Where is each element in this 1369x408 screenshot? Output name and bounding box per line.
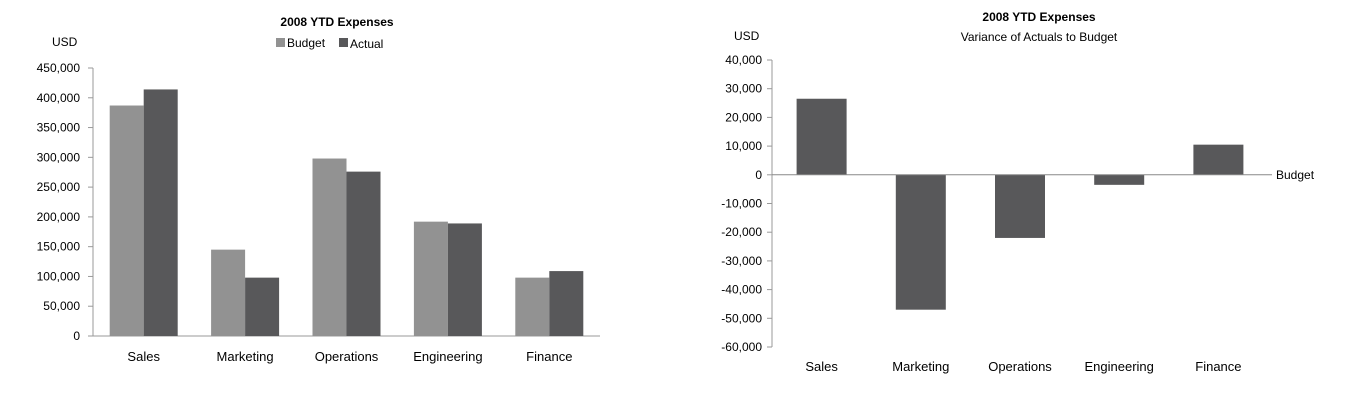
x-category-label: Engineering: [413, 349, 482, 364]
x-category-label: Sales: [805, 359, 838, 374]
bar-actual-operations: [346, 171, 381, 336]
y-tick-label: 30,000: [725, 82, 762, 96]
bar-variance-finance: [1193, 144, 1244, 175]
y-tick-label: 0: [755, 168, 762, 182]
bar-actual-engineering: [447, 223, 482, 336]
bar-budget-sales: [109, 105, 144, 337]
chart-title: 2008 YTD Expenses: [280, 15, 394, 29]
chart-title: 2008 YTD Expenses: [982, 10, 1096, 24]
x-category-label: Sales: [127, 349, 160, 364]
x-category-label: Marketing: [217, 349, 274, 364]
bar-budget-finance: [515, 277, 550, 336]
variance-chart: 2008 YTD Expenses Variance of Actuals to…: [721, 10, 1315, 374]
bar-actual-marketing: [245, 277, 280, 336]
bar-budget-engineering: [413, 221, 448, 336]
x-category-label: Marketing: [892, 359, 949, 374]
y-tick-label: -10,000: [721, 197, 762, 211]
baseline-label: Budget: [1276, 168, 1315, 182]
y-tick-label: 50,000: [43, 299, 80, 313]
bar-budget-operations: [312, 158, 347, 336]
bar-actual-finance: [549, 271, 584, 336]
y-tick-label: 200,000: [37, 210, 81, 224]
x-category-label: Operations: [315, 349, 379, 364]
y-axis-unit-label: USD: [52, 35, 78, 49]
x-category-label: Operations: [988, 359, 1052, 374]
y-tick-label: -40,000: [721, 283, 762, 297]
y-tick-label: 100,000: [37, 269, 81, 283]
y-tick-label: 0: [73, 329, 80, 343]
bar-variance-operations: [995, 174, 1045, 238]
y-tick-label: 450,000: [37, 61, 81, 75]
x-category-label: Engineering: [1085, 359, 1154, 374]
legend: Budget Actual: [276, 36, 383, 51]
bar-actual-sales: [143, 89, 178, 336]
budget-vs-actual-chart: 2008 YTD Expenses USD Budget Actual 0 50,…: [37, 15, 600, 364]
bar-budget-marketing: [211, 249, 246, 336]
y-tick-label: 20,000: [725, 110, 762, 124]
x-category-label: Finance: [526, 349, 572, 364]
y-tick-label: -50,000: [721, 311, 762, 325]
y-axis-unit-label: USD: [734, 29, 760, 43]
legend-label-actual: Actual: [350, 37, 383, 51]
legend-swatch-actual: [339, 38, 348, 47]
y-tick-label: 150,000: [37, 240, 81, 254]
chart-subtitle: Variance of Actuals to Budget: [961, 30, 1118, 44]
y-tick-label: 300,000: [37, 150, 81, 164]
bar-variance-engineering: [1094, 174, 1145, 185]
y-tick-label: -60,000: [721, 340, 762, 354]
y-tick-label: 350,000: [37, 121, 81, 135]
y-tick-label: 400,000: [37, 91, 81, 105]
y-tick-label: -20,000: [721, 225, 762, 239]
y-tick-label: -30,000: [721, 254, 762, 268]
bar-variance-sales: [796, 98, 847, 175]
legend-swatch-budget: [276, 38, 285, 47]
bar-variance-marketing: [895, 174, 946, 310]
legend-label-budget: Budget: [287, 36, 326, 50]
x-category-label: Finance: [1195, 359, 1241, 374]
y-tick-label: 10,000: [725, 139, 762, 153]
y-tick-label: 250,000: [37, 180, 81, 194]
y-tick-label: 40,000: [725, 53, 762, 67]
